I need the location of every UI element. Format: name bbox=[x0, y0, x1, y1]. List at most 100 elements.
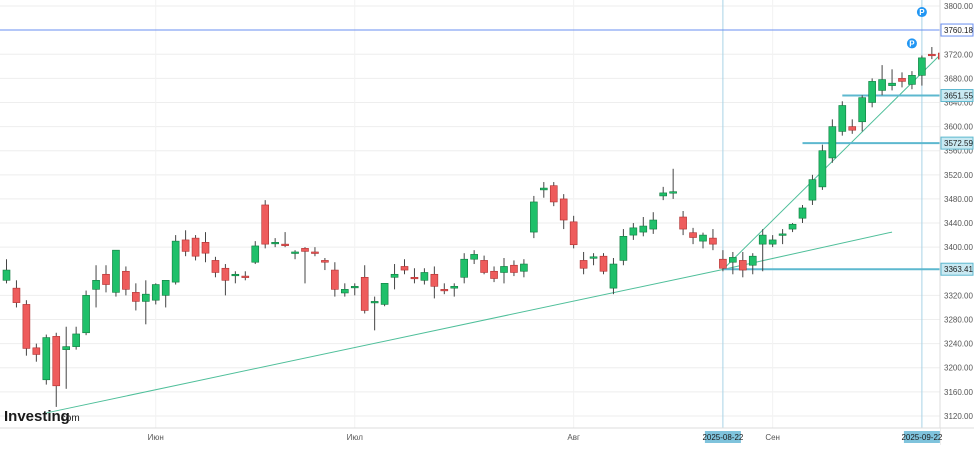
candle-body bbox=[689, 232, 697, 238]
candle-body bbox=[201, 242, 210, 254]
candle-body bbox=[579, 260, 588, 269]
price-axis-bg bbox=[940, 0, 974, 445]
candle-body bbox=[500, 266, 508, 273]
investing-logo: Investing .com bbox=[4, 408, 80, 425]
level-tag-box bbox=[940, 262, 974, 276]
candle-body bbox=[470, 254, 478, 260]
candle-body bbox=[928, 53, 936, 57]
candle-body bbox=[301, 248, 309, 252]
time-axis: Июн Июл Авг Сен 2025-08-22 2025-09-22 bbox=[0, 427, 974, 445]
candle-body bbox=[729, 257, 737, 263]
trendline bbox=[722, 231, 893, 270]
crosshair-date-label: 2025-08-22 bbox=[702, 433, 743, 442]
candle bbox=[231, 271, 240, 284]
candle-body bbox=[619, 236, 628, 261]
candle-body bbox=[122, 270, 130, 290]
candle-body bbox=[410, 276, 419, 280]
candle-body bbox=[360, 276, 369, 311]
y-tick-label: 3120.00 bbox=[944, 412, 973, 421]
trendline bbox=[722, 43, 953, 270]
price-axis: 3120.00 3160.00 3200.00 3240.00 3280.00 3320.… bbox=[939, 0, 974, 445]
candle-body bbox=[32, 347, 41, 355]
candle bbox=[878, 65, 886, 96]
candle bbox=[380, 283, 389, 307]
candle-body bbox=[62, 346, 71, 350]
candle bbox=[659, 186, 668, 201]
candle-body bbox=[380, 283, 389, 305]
candle-body bbox=[291, 251, 299, 254]
candle-body bbox=[321, 260, 329, 263]
candle-body bbox=[161, 280, 170, 296]
candle bbox=[261, 200, 270, 249]
candle bbox=[2, 259, 11, 284]
x-tick-label: Авг bbox=[567, 433, 580, 442]
candle-body bbox=[440, 289, 449, 292]
candle-body bbox=[808, 179, 817, 201]
candle bbox=[102, 265, 110, 293]
candle bbox=[291, 250, 299, 260]
y-tick-label: 3560.00 bbox=[944, 147, 973, 156]
p-marker-circle bbox=[906, 38, 917, 49]
candle bbox=[281, 232, 289, 248]
x-tick-label: Сен bbox=[765, 433, 780, 442]
level-tag: 3572.59 bbox=[940, 136, 974, 150]
candle-body bbox=[549, 185, 558, 203]
candle bbox=[689, 227, 697, 245]
candle-body bbox=[748, 255, 757, 266]
candle-body bbox=[2, 269, 11, 281]
candle bbox=[171, 235, 180, 285]
candle-body bbox=[768, 239, 777, 245]
candle-body bbox=[778, 233, 787, 236]
y-tick-label: 3280.00 bbox=[944, 315, 973, 324]
candle bbox=[679, 210, 687, 236]
x-tick-label: Июл bbox=[347, 433, 364, 442]
candle bbox=[699, 232, 707, 249]
candle-body bbox=[918, 57, 926, 76]
candle-body bbox=[92, 280, 100, 290]
candle-body bbox=[390, 273, 399, 278]
candle bbox=[42, 334, 51, 385]
crosshair-date-tag: 2025-08-22 bbox=[702, 431, 744, 443]
candle bbox=[609, 258, 618, 295]
candle bbox=[908, 71, 916, 90]
candle bbox=[191, 235, 200, 261]
candle bbox=[221, 264, 230, 296]
candle bbox=[818, 144, 827, 190]
candle-body bbox=[699, 234, 707, 242]
y-tick-label: 3240.00 bbox=[944, 340, 973, 349]
candle bbox=[72, 326, 80, 350]
candle-body bbox=[52, 336, 61, 387]
candle bbox=[629, 223, 638, 240]
y-tick-label: 3600.00 bbox=[944, 123, 973, 132]
candle bbox=[539, 182, 548, 198]
candle bbox=[161, 280, 170, 308]
candle bbox=[788, 223, 797, 233]
candle-body bbox=[430, 273, 439, 287]
candle bbox=[12, 280, 21, 308]
y-tick-label: 3400.00 bbox=[944, 243, 973, 252]
candle-body bbox=[898, 78, 906, 82]
candle-body bbox=[112, 249, 120, 293]
candle-body bbox=[271, 242, 279, 245]
level-tag: 3363.41 bbox=[940, 262, 974, 276]
candle bbox=[82, 290, 90, 336]
candle bbox=[838, 101, 847, 136]
candle-body bbox=[82, 295, 90, 334]
trendlines bbox=[46, 43, 974, 414]
candle bbox=[530, 195, 538, 239]
candle-body bbox=[520, 263, 528, 272]
level-tag-box bbox=[940, 89, 974, 103]
candle-body bbox=[331, 269, 339, 290]
price-tag: 3760.18 bbox=[940, 23, 974, 37]
candle-body bbox=[559, 198, 568, 221]
candle bbox=[918, 55, 926, 86]
candle bbox=[370, 296, 379, 331]
candle bbox=[559, 194, 568, 230]
y-tick-label: 3800.00 bbox=[944, 2, 973, 11]
candle bbox=[470, 250, 478, 265]
candle bbox=[301, 247, 309, 284]
candle bbox=[669, 168, 677, 199]
candle bbox=[450, 283, 459, 297]
candle bbox=[738, 251, 747, 278]
